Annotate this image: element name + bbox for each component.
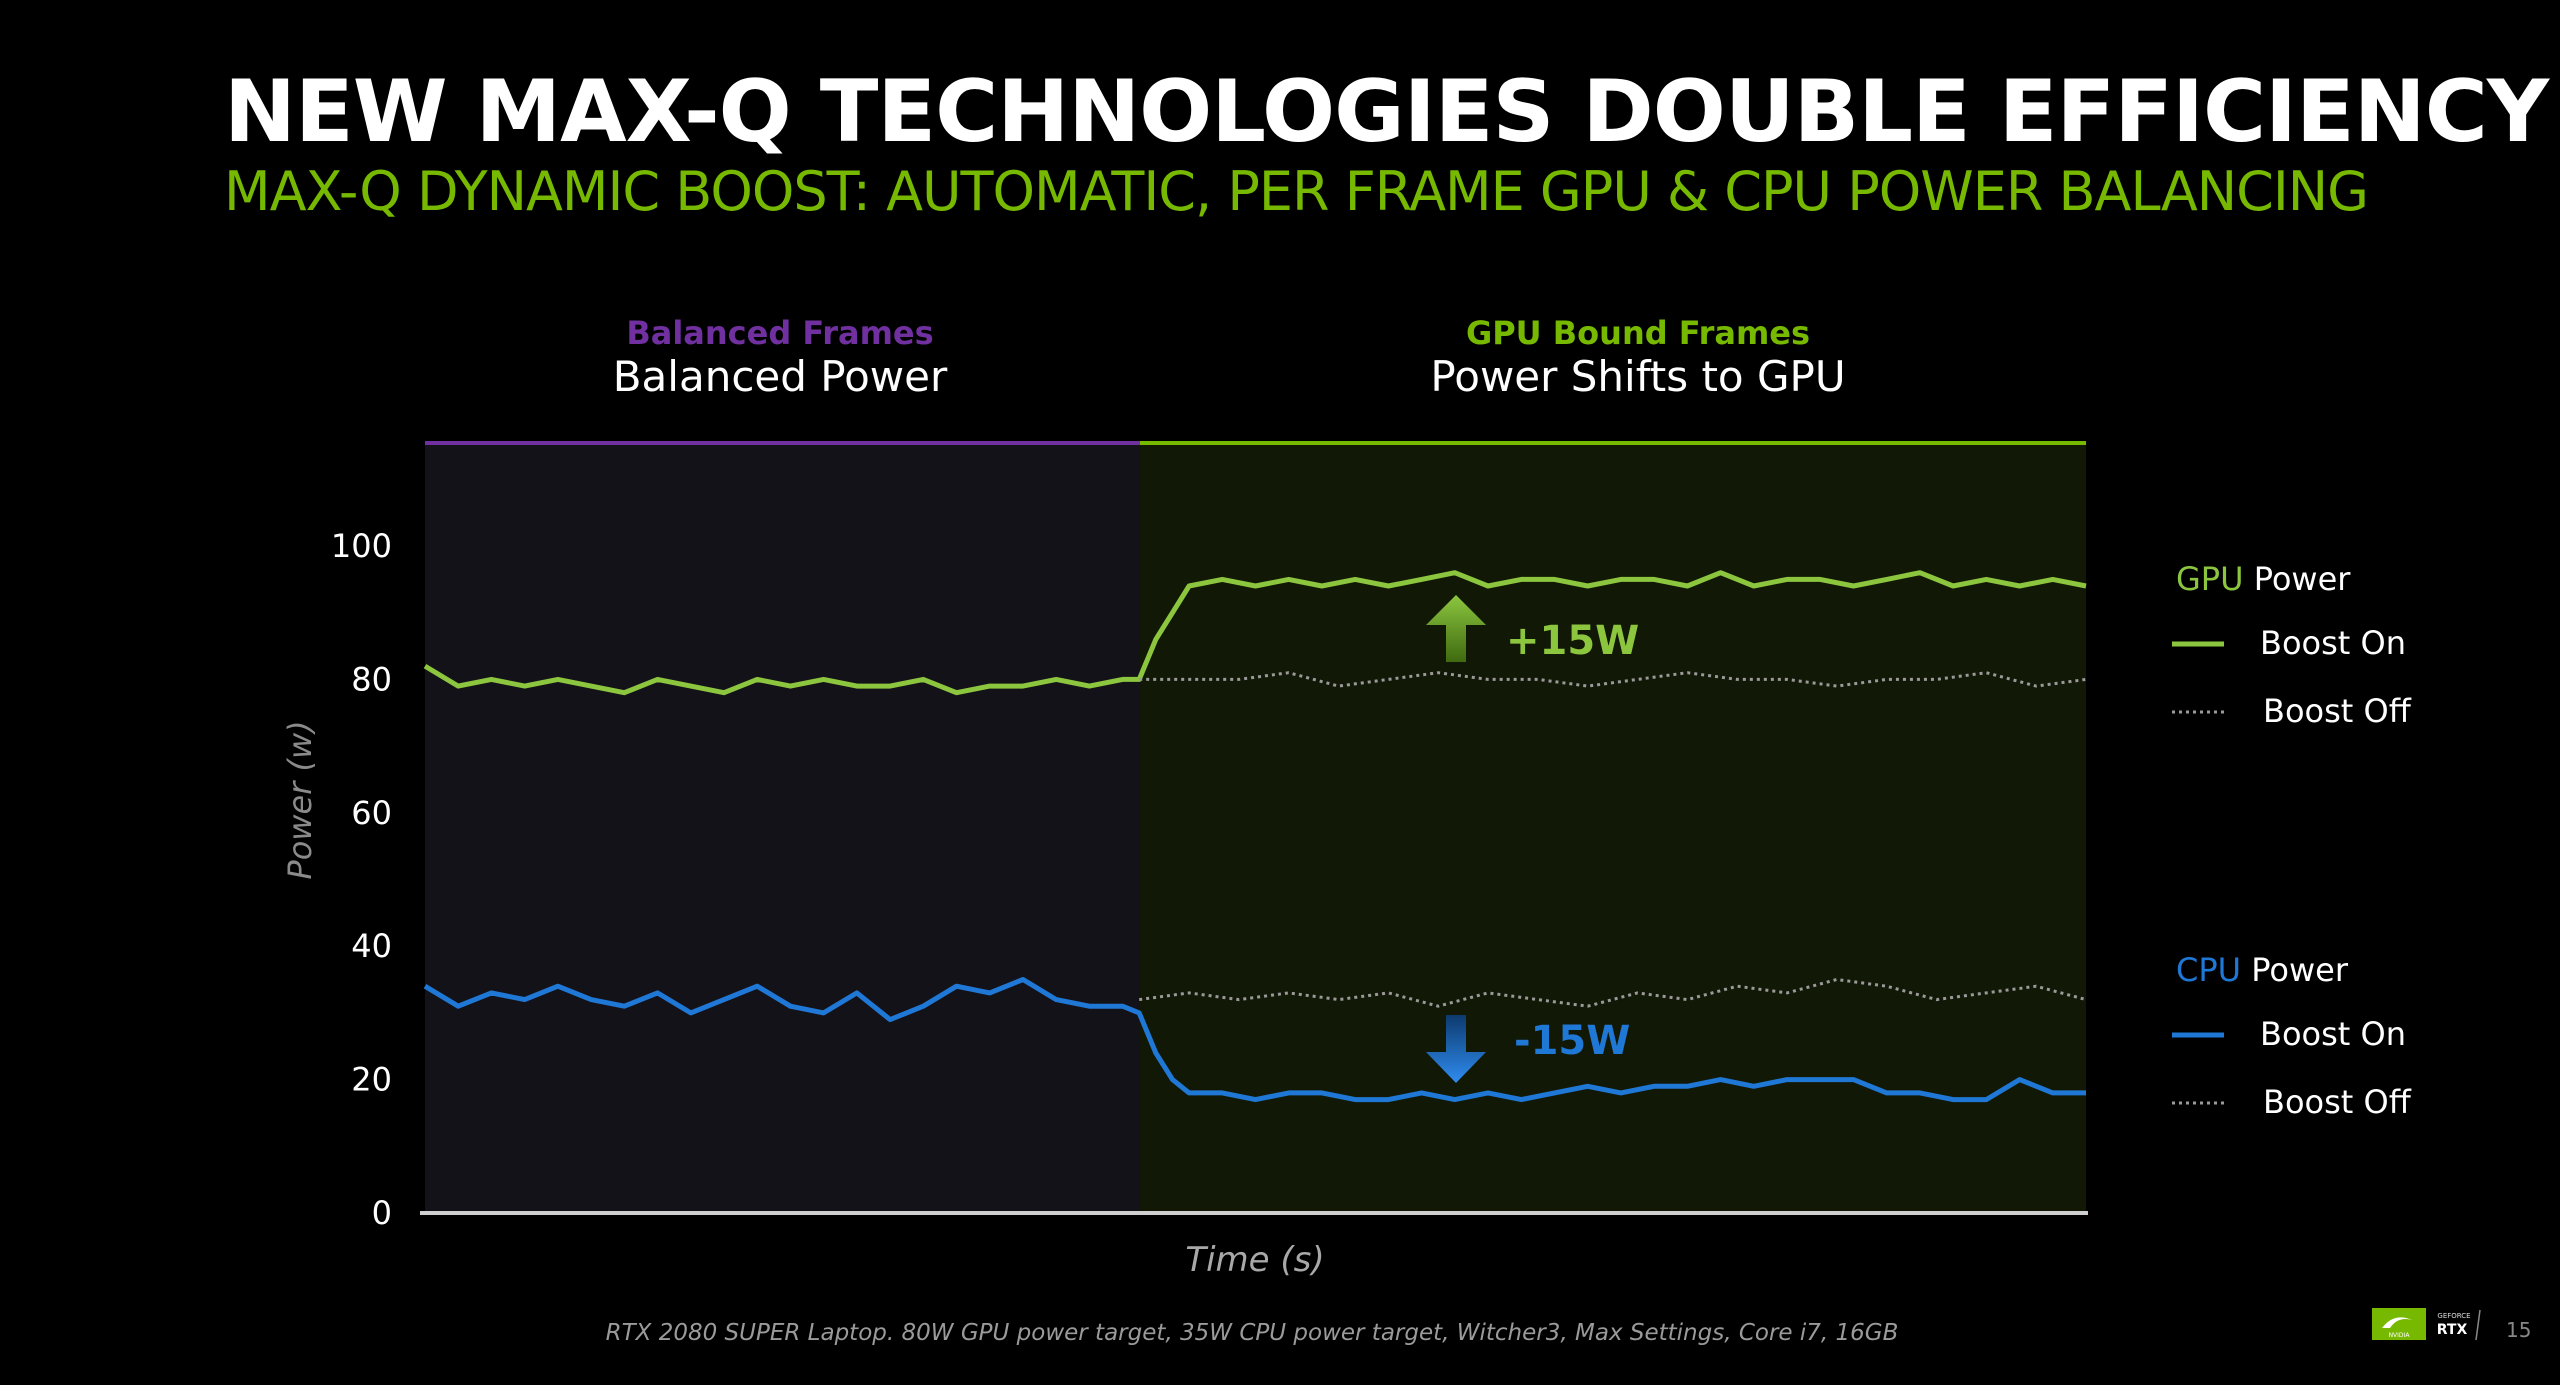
legend-gpu-title: GPU Power	[2176, 560, 2350, 598]
logo-line2: RTX	[2437, 1322, 2468, 1338]
section-left-label: Balanced Frames Balanced Power	[613, 314, 948, 401]
arrow-up-icon	[1426, 595, 1486, 662]
x-axis-label: Time (s)	[1185, 1240, 1325, 1280]
legend-gpu-boost-on: Boost On	[2260, 624, 2406, 662]
legend-gpu-suffix: Power	[2243, 560, 2351, 598]
section-right-small: GPU Bound Frames	[1465, 314, 1811, 352]
y-tick-label: 0	[372, 1194, 392, 1232]
y-axis-label: Power (w)	[281, 720, 319, 880]
section-right-big: Power Shifts to GPU	[1430, 352, 1846, 401]
y-tick-label: 100	[331, 527, 392, 565]
region-balanced	[425, 443, 1140, 1213]
section-left-small: Balanced Frames	[626, 314, 934, 352]
logo-line1: GEFORCE	[2437, 1312, 2470, 1320]
gpu-delta-label: +15W	[1506, 618, 1640, 664]
y-tick-label: 20	[351, 1061, 392, 1099]
series-line-gpu-power-boost-off	[1139, 671, 2087, 688]
cpu-delta-label: -15W	[1514, 1018, 1631, 1064]
legend-gpu-boost-off: Boost Off	[2263, 692, 2411, 730]
legend-cpu-prefix: CPU	[2176, 951, 2242, 989]
page-number: 15	[2506, 1318, 2532, 1342]
series-line-cpu-power-boost-on	[423, 977, 2086, 1103]
y-tick-label: 60	[351, 794, 392, 832]
series-line-gpu-power-boost-on	[423, 570, 2087, 696]
footnote: RTX 2080 SUPER Laptop. 80W GPU power tar…	[605, 1320, 1899, 1346]
legend-cpu-title: CPU Power	[2176, 951, 2348, 989]
legend-cpu-boost-on: Boost On	[2260, 1015, 2406, 1053]
y-tick-label: 80	[351, 660, 392, 698]
y-tick-label: 40	[351, 927, 392, 965]
geforce-rtx-logo: NVIDIA GEFORCE RTX	[2372, 1308, 2481, 1341]
section-right-label: GPU Bound Frames Power Shifts to GPU	[1430, 314, 1845, 401]
section-left-big: Balanced Power	[612, 352, 948, 401]
legend-cpu-boost-off: Boost Off	[2263, 1083, 2411, 1121]
legend-cpu-suffix: Power	[2241, 951, 2348, 989]
legend-gpu-prefix: GPU	[2176, 560, 2244, 598]
region-gpu-bound	[1140, 443, 2086, 1213]
logo-brand: NVIDIA	[2389, 1332, 2411, 1339]
arrow-down-icon	[1426, 1015, 1486, 1083]
page-title: NEW MAX-Q TECHNOLOGIES DOUBLE EFFICIENCY	[224, 62, 2549, 162]
page-subtitle: MAX-Q DYNAMIC BOOST: AUTOMATIC, PER FRAM…	[224, 160, 2369, 223]
